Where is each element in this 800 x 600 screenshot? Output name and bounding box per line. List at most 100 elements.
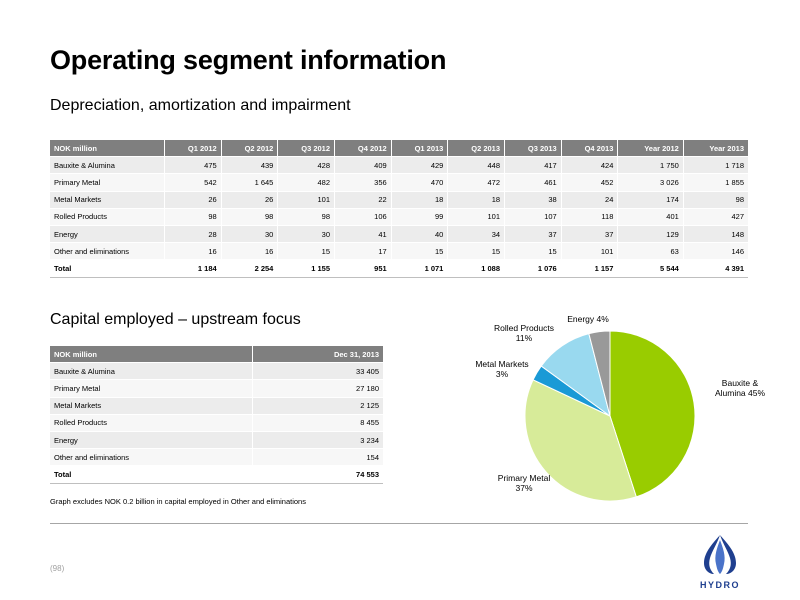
table-cell: 148 — [682, 225, 748, 244]
table-cell: 3 234 — [252, 431, 383, 450]
table-cell: 30 — [220, 225, 278, 244]
table-cell: 448 — [447, 156, 505, 175]
table-cell: 3 026 — [617, 173, 684, 192]
table-row: Metal Markets 2 125 — [50, 397, 383, 415]
pie-slice-label: Bauxite & Alumina 45% — [715, 378, 766, 398]
col-header: Q4 2012 — [334, 140, 392, 158]
table-cell: 951 — [334, 259, 392, 278]
table-cell: 401 — [617, 208, 684, 226]
pie-slice-label: Rolled Products 11% — [494, 323, 554, 343]
col-header: Q4 2013 — [560, 140, 618, 158]
hydro-logo-mark — [704, 535, 736, 574]
col-header: Q3 2013 — [504, 140, 562, 158]
table-cell: 1 645 — [220, 173, 278, 192]
table-cell: 409 — [334, 156, 392, 175]
capital-table: NOK million Dec 31, 2013 Bauxite & Alumi… — [50, 346, 383, 484]
table-cell: 1 076 — [504, 259, 562, 278]
col-header: Q2 2013 — [447, 140, 505, 158]
table-cell: 15 — [447, 242, 505, 261]
table-cell: 2 125 — [252, 397, 383, 415]
table-cell: 417 — [504, 156, 562, 175]
row-label: Rolled Products — [50, 208, 165, 226]
total-row: Total 1 184 2 254 1 155 951 1 071 1 088 1 076 1 … — [50, 259, 748, 278]
table-row: Energy 3 234 — [50, 431, 383, 450]
table-cell: 8 455 — [252, 414, 383, 432]
table-cell: 439 — [220, 156, 278, 175]
table-cell: 41 — [334, 225, 392, 244]
table-cell: 429 — [390, 156, 448, 175]
row-label: Other and eliminations — [50, 242, 165, 261]
table-cell: 98 — [164, 208, 222, 226]
pie-label-line: Metal Markets — [475, 359, 528, 369]
depreciation-subtitle: Depreciation, amortization and impairmen… — [50, 97, 351, 114]
col-header: Q2 2012 — [220, 140, 278, 158]
table-row: Other and eliminations 16 16 15 17 15 15 15 101 6… — [50, 242, 748, 261]
pie-label-line: Primary Metal — [498, 473, 551, 483]
table-cell: 472 — [447, 173, 505, 192]
table-cell: 129 — [617, 225, 684, 244]
logo-wordmark: HYDRO — [700, 580, 740, 590]
table-cell: 98 — [220, 208, 278, 226]
capital-table-body: Bauxite & Alumina 33 405 Primary Metal 27 1… — [50, 362, 383, 484]
table-cell: 470 — [390, 173, 448, 192]
divider — [50, 523, 748, 524]
table-cell: 424 — [560, 156, 618, 175]
table-cell: 37 — [504, 225, 562, 244]
row-label: Rolled Products — [50, 414, 254, 432]
table-cell: 154 — [252, 448, 383, 467]
table-cell: 1 718 — [682, 156, 748, 175]
col-header: Dec 31, 2013 — [252, 346, 383, 364]
table-cell: 24 — [560, 191, 618, 209]
table-cell: 5 544 — [617, 259, 684, 278]
table-cell: 37 — [560, 225, 618, 244]
table-cell: 63 — [617, 242, 684, 261]
table-cell: 16 — [220, 242, 278, 261]
row-label: Total — [50, 465, 254, 484]
pie-slice-label: Energy 4% — [567, 314, 609, 324]
table-cell: 1 157 — [560, 259, 618, 278]
table-cell: 174 — [617, 191, 684, 209]
capital-pie-chart: Bauxite & Alumina 45% Primary Metal 37% Meta… — [475, 314, 766, 502]
table-cell: 16 — [164, 242, 222, 261]
table-cell: 99 — [390, 208, 448, 226]
table-cell: 30 — [277, 225, 335, 244]
table-cell: 1 088 — [447, 259, 505, 278]
table-cell: 22 — [334, 191, 392, 209]
pie-slice-label: Metal Markets 3% — [475, 359, 528, 379]
table-row: Metal Markets 26 26 101 22 18 18 38 24 174 98 — [50, 191, 748, 209]
table-cell: 101 — [277, 191, 335, 209]
table-row: Primary Metal 542 1 645 482 356 470 472 461 452 3… — [50, 173, 748, 192]
depreciation-table: NOK million Q1 2012 Q2 2012 Q3 2012 Q4 2… — [50, 140, 748, 278]
row-label: Metal Markets — [50, 397, 254, 415]
table-cell: 27 180 — [252, 379, 383, 398]
col-header: Year 2013 — [682, 140, 748, 158]
table-cell: 101 — [447, 208, 505, 226]
row-label: Primary Metal — [50, 173, 165, 192]
table-cell: 475 — [164, 156, 222, 175]
table-cell: 101 — [560, 242, 618, 261]
hydro-logo: HYDRO — [700, 535, 740, 590]
table-cell: 33 405 — [252, 362, 383, 381]
pie-label-line: 11% — [516, 333, 533, 343]
row-label: Bauxite & Alumina — [50, 362, 254, 381]
table-cell: 1 155 — [277, 259, 335, 278]
pie-slice — [588, 330, 611, 417]
table-cell: 146 — [682, 242, 748, 261]
capital-header-row: NOK million Dec 31, 2013 — [50, 346, 383, 364]
table-row: Rolled Products 98 98 98 106 99 101 107 118 401 42… — [50, 208, 748, 226]
table-cell: 1 184 — [164, 259, 222, 278]
table-row: Energy 28 30 30 41 40 34 37 37 129 148 — [50, 225, 748, 244]
table-row: Other and eliminations 154 — [50, 448, 383, 467]
row-label: Metal Markets — [50, 191, 165, 209]
pie-slice — [524, 379, 637, 502]
pie-label-line: Energy 4% — [567, 314, 609, 324]
table-cell: 26 — [164, 191, 222, 209]
col-header: Q1 2013 — [390, 140, 448, 158]
pie-slice — [609, 330, 696, 498]
table-cell: 40 — [390, 225, 448, 244]
table-cell: 38 — [504, 191, 562, 209]
row-label: Total — [50, 259, 165, 278]
table-cell: 17 — [334, 242, 392, 261]
row-label: Bauxite & Alumina — [50, 156, 165, 175]
table-cell: 4 391 — [682, 259, 748, 278]
